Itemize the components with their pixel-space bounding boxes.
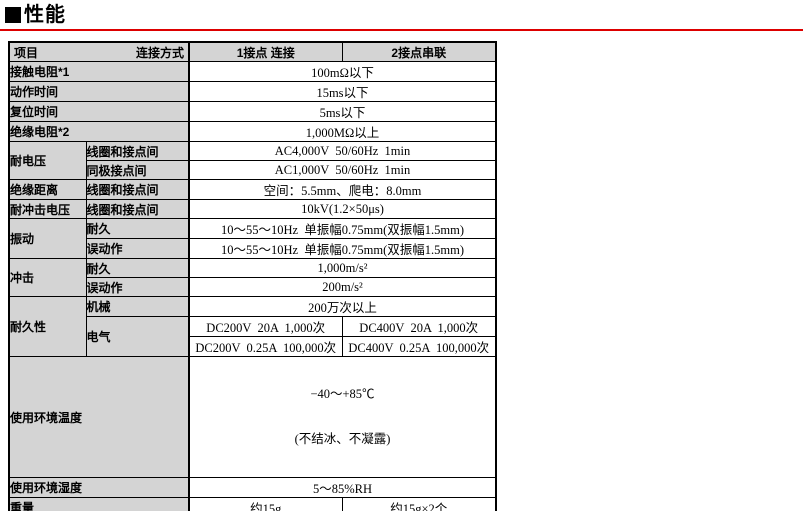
row-operate-time-label: 动作时间 bbox=[8, 81, 190, 102]
row-shock-sub2: 误动作 bbox=[85, 277, 190, 297]
row-impulse-voltage-value: 10kV(1.2×50μs) bbox=[188, 199, 497, 219]
row-dielectric-strength-sub2: 同极接点间 bbox=[85, 160, 190, 180]
table-row: 绝缘距离 线圈和接点间 空间：5.5mm、爬电：8.0mm bbox=[8, 179, 497, 200]
section-marker-icon bbox=[5, 7, 21, 23]
row-shock-value2: 200m/s² bbox=[188, 277, 497, 297]
table-row: 冲击 耐久 1,000m/s² bbox=[8, 258, 497, 297]
table-row: 耐久性 机械 200万次以上 bbox=[8, 296, 497, 357]
table-row: 同极接点间 AC1,000V 50/60Hz 1min bbox=[9, 160, 497, 180]
row-dielectric-strength-value1: AC4,000V 50/60Hz 1min bbox=[188, 141, 497, 161]
section-header: 性能 bbox=[5, 4, 803, 26]
row-endurance-electrical-1contact-20a: DC200V 20A 1,000次 bbox=[188, 316, 343, 337]
row-insulation-distance-sub: 线圈和接点间 bbox=[85, 179, 190, 200]
row-insulation-distance-value: 空间：5.5mm、爬电：8.0mm bbox=[188, 179, 497, 200]
row-weight-value-2series: 约15g×2个 bbox=[341, 497, 497, 511]
table-row: 振动 耐久 10～55～10Hz 单振幅0.75mm(双振幅1.5mm) bbox=[8, 218, 497, 259]
table-row: 复位时间 5ms以下 bbox=[8, 101, 497, 122]
table-row: DC200V 0.25A 100,000次 DC400V 0.25A 100,0… bbox=[9, 336, 497, 357]
section-title: 性能 bbox=[24, 4, 66, 26]
row-dielectric-strength-value2: AC1,000V 50/60Hz 1min bbox=[188, 160, 497, 180]
table-row: 误动作 200m/s² bbox=[9, 277, 497, 297]
row-vibration-label: 振动 bbox=[8, 218, 87, 259]
table-row: 动作时间 15ms以下 bbox=[8, 81, 497, 102]
header-item-label: 项目 bbox=[14, 45, 39, 60]
row-weight-label: 重量 bbox=[8, 497, 190, 511]
row-vibration-value1: 10～55～10Hz 单振幅0.75mm(双振幅1.5mm) bbox=[188, 218, 497, 239]
row-endurance-electrical-2series-025a: DC400V 0.25A 100,000次 bbox=[341, 336, 497, 357]
table-row: 耐冲击电压 线圈和接点间 10kV(1.2×50μs) bbox=[8, 199, 497, 219]
table-row: 绝缘电阻*2 1,000MΩ以上 bbox=[8, 121, 497, 142]
spec-table: 项目 连接方式 1接点 连接 2接点串联 接触电阻*1 100mΩ以下 动作时间… bbox=[8, 41, 497, 511]
row-shock-sub1: 耐久 bbox=[85, 258, 190, 278]
section-divider-rule bbox=[0, 29, 803, 31]
row-contact-resistance-value: 100mΩ以下 bbox=[188, 61, 497, 82]
row-endurance-mechanical-value: 200万次以上 bbox=[188, 296, 497, 317]
row-insulation-resistance-value: 1,000MΩ以上 bbox=[188, 121, 497, 142]
row-insulation-resistance-label: 绝缘电阻*2 bbox=[8, 121, 190, 142]
row-ambient-temperature-value: −40～+85℃ (不结冰、不凝露) bbox=[188, 356, 497, 478]
table-row: 耐电压 线圈和接点间 AC4,000V 50/60Hz 1min bbox=[8, 141, 497, 180]
row-vibration-sub2: 误动作 bbox=[85, 238, 190, 259]
row-dielectric-strength-label: 耐电压 bbox=[8, 141, 87, 180]
row-shock-label: 冲击 bbox=[8, 258, 87, 297]
row-endurance-sub-electrical: 电气 bbox=[85, 316, 190, 357]
ambient-temperature-range: −40～+85℃ bbox=[310, 387, 375, 401]
table-header-row: 项目 连接方式 1接点 连接 2接点串联 bbox=[8, 41, 497, 62]
table-row: 电气 DC200V 20A 1,000次 DC400V 20A 1,000次 bbox=[9, 316, 497, 357]
row-release-time-value: 5ms以下 bbox=[188, 101, 497, 122]
row-impulse-voltage-label: 耐冲击电压 bbox=[8, 199, 87, 219]
row-contact-resistance-label: 接触电阻*1 bbox=[8, 61, 190, 82]
table-row: 重量 约15g 约15g×2个 bbox=[8, 497, 497, 511]
table-row: 使用环境温度 −40～+85℃ (不结冰、不凝露) bbox=[8, 356, 497, 478]
row-endurance-electrical-1contact-025a: DC200V 0.25A 100,000次 bbox=[188, 336, 343, 357]
row-ambient-temperature-label: 使用环境温度 bbox=[8, 356, 190, 478]
row-release-time-label: 复位时间 bbox=[8, 101, 190, 122]
header-connection-method-label: 连接方式 bbox=[135, 45, 184, 60]
row-ambient-humidity-value: 5～85%RH bbox=[188, 477, 497, 498]
row-vibration-value2: 10～55～10Hz 单振幅0.75mm(双振幅1.5mm) bbox=[188, 238, 497, 259]
header-item-cell: 项目 连接方式 bbox=[8, 41, 190, 62]
row-endurance-label: 耐久性 bbox=[8, 296, 87, 357]
row-ambient-humidity-label: 使用环境湿度 bbox=[8, 477, 190, 498]
header-col-2-series: 2接点串联 bbox=[341, 41, 497, 62]
row-endurance-electrical-2series-20a: DC400V 20A 1,000次 bbox=[341, 316, 497, 337]
row-impulse-voltage-sub: 线圈和接点间 bbox=[85, 199, 190, 219]
row-dielectric-strength-sub1: 线圈和接点间 bbox=[85, 141, 190, 161]
row-weight-value-1contact: 约15g bbox=[188, 497, 343, 511]
header-col-1-contact: 1接点 连接 bbox=[188, 41, 343, 62]
row-operate-time-value: 15ms以下 bbox=[188, 81, 497, 102]
ambient-temperature-condition: (不结冰、不凝露) bbox=[294, 432, 391, 446]
row-insulation-distance-label: 绝缘距离 bbox=[8, 179, 87, 200]
row-shock-value1: 1,000m/s² bbox=[188, 258, 497, 278]
table-row: 使用环境湿度 5～85%RH bbox=[8, 477, 497, 498]
row-vibration-sub1: 耐久 bbox=[85, 218, 190, 239]
row-endurance-sub-mechanical: 机械 bbox=[85, 296, 190, 317]
table-row: 接触电阻*1 100mΩ以下 bbox=[8, 61, 497, 82]
